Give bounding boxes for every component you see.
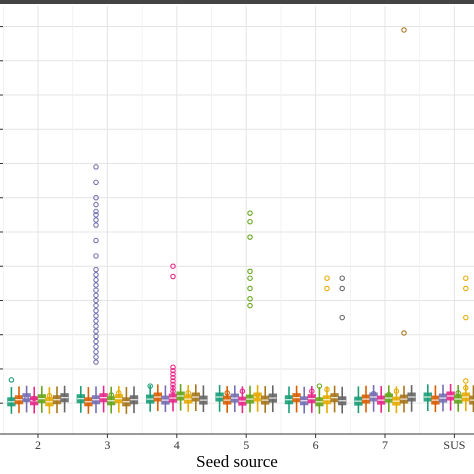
outlier-point (93, 222, 99, 228)
outlier-point (93, 338, 99, 345)
outlier-point (93, 328, 99, 335)
outlier-point (316, 383, 323, 389)
outlier-point (170, 381, 176, 388)
outlier-point (31, 395, 37, 402)
outlier-point (247, 285, 253, 292)
outlier-point (247, 275, 253, 281)
plot-panel (0, 6, 474, 434)
top-border (0, 0, 474, 4)
x-tick-label: SUS (443, 438, 465, 452)
outlier-point (46, 392, 53, 399)
outlier-point (247, 302, 253, 309)
outlier-point (93, 201, 99, 208)
outlier-point (93, 307, 99, 314)
outlier-point (93, 212, 99, 218)
outlier-point (324, 285, 330, 292)
outlier-point (93, 194, 99, 201)
outlier-point (463, 275, 469, 281)
outlier-point (463, 314, 469, 321)
outlier-point (170, 385, 176, 391)
outlier-point (463, 385, 469, 391)
outlier-point (170, 388, 176, 394)
outlier-point (108, 392, 114, 398)
outlier-point (401, 27, 407, 33)
outlier-point (339, 314, 345, 321)
x-axis-title: Seed source (196, 452, 278, 471)
outlier-point (93, 359, 99, 365)
outlier-point (93, 179, 99, 186)
outlier-point (324, 275, 330, 281)
outlier-point (239, 388, 246, 394)
outlier-point (170, 367, 176, 374)
outlier-point (170, 371, 176, 377)
outlier-point (309, 388, 315, 394)
x-tick-label: 7 (382, 438, 388, 452)
outlier-point (93, 349, 99, 355)
x-tick-label: 4 (174, 438, 180, 452)
outlier-point (247, 296, 253, 302)
x-tick-label: 2 (35, 438, 41, 452)
outlier-point (93, 277, 99, 283)
outlier-point (93, 217, 99, 223)
outlier-point (170, 364, 176, 370)
outlier-point (393, 388, 400, 394)
outlier-point (386, 391, 392, 398)
outlier-point (93, 354, 99, 360)
outlier-point (463, 378, 469, 384)
outlier-point (370, 390, 377, 397)
outlier-point (23, 396, 30, 402)
outlier-point (247, 268, 253, 275)
outlier-point (247, 234, 253, 240)
outlier-point (116, 390, 122, 396)
outlier-point (93, 266, 99, 273)
outlier-point (247, 210, 253, 216)
outlier-point (455, 390, 461, 396)
outlier-point (93, 313, 99, 319)
outlier-point (93, 282, 99, 288)
outlier-point (93, 164, 99, 170)
x-tick-label: 5 (243, 438, 249, 452)
outlier-point (247, 218, 253, 225)
outlier-point (93, 318, 99, 324)
outlier-point (339, 275, 345, 281)
outlier-point (93, 297, 99, 304)
outlier-point (170, 378, 176, 384)
outlier-point (254, 392, 261, 398)
outlier-point (324, 386, 330, 393)
outlier-point (185, 390, 191, 396)
x-tick-label: 6 (313, 438, 319, 452)
outlier-point (170, 263, 176, 269)
outlier-point (463, 285, 469, 292)
outlier-point (93, 253, 99, 259)
outlier-point (93, 343, 99, 350)
x-tick-label: 3 (104, 438, 110, 452)
outlier-point (8, 377, 15, 383)
outlier-point (170, 374, 176, 381)
outlier-point (93, 237, 99, 244)
outlier-point (93, 333, 99, 340)
outlier-point (93, 272, 99, 278)
outlier-point (147, 383, 153, 389)
outlier-point (401, 330, 407, 336)
outlier-point (224, 390, 230, 396)
outlier-point (93, 287, 99, 293)
outlier-point (339, 285, 345, 292)
outlier-point (93, 323, 99, 329)
outlier-point (93, 292, 99, 299)
outlier-point (170, 273, 176, 280)
outlier-point (93, 208, 99, 215)
outlier-point (93, 302, 99, 309)
